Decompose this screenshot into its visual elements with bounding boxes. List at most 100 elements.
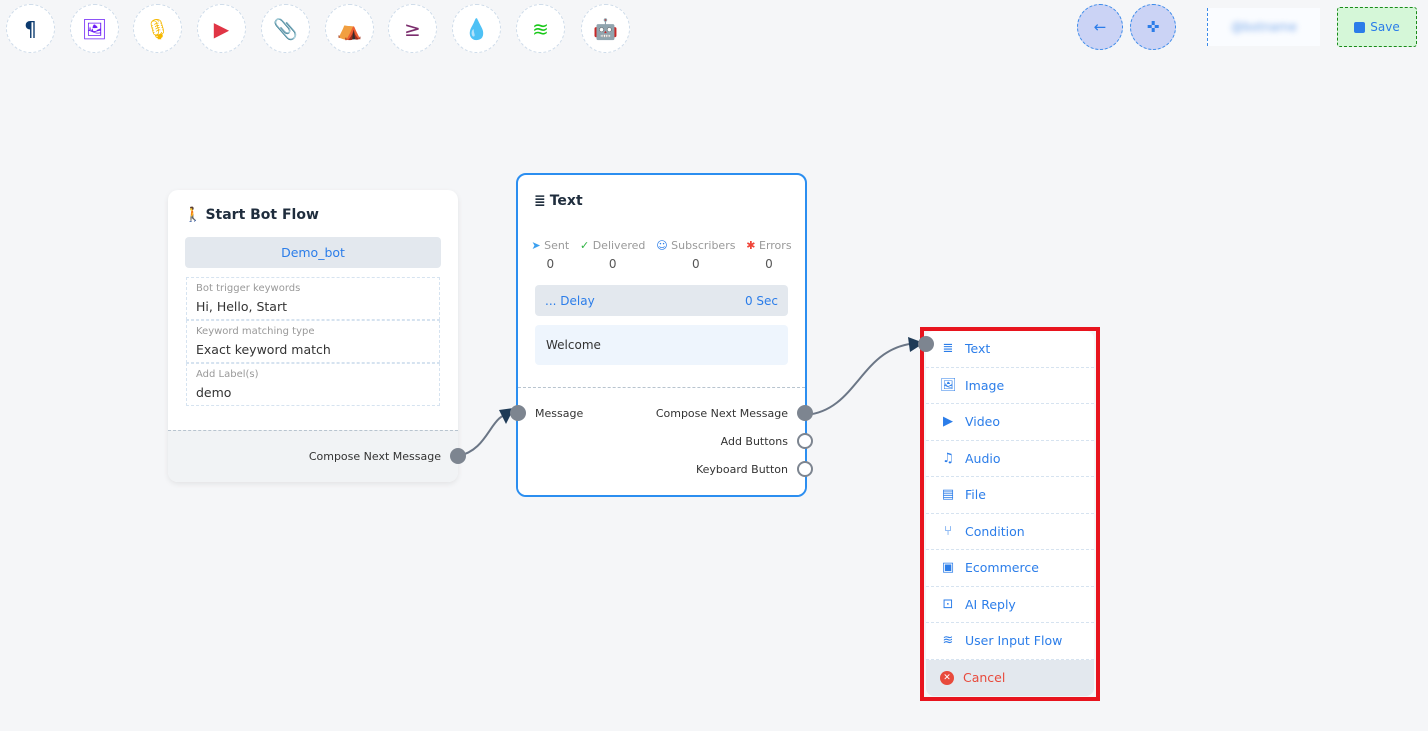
field-value: Exact keyword match — [196, 342, 331, 357]
menu-item-user-input-flow[interactable]: ≋ User Input Flow — [926, 623, 1094, 660]
stack-icon: ≋ — [532, 16, 549, 41]
menu-item-label: AI Reply — [965, 596, 1016, 612]
start-bot-flow-node[interactable]: 🚶 Start Bot Flow Demo_bot Bot trigger key… — [168, 190, 466, 482]
audio-icon: ♫ — [942, 450, 954, 466]
ecommerce-icon: ▣ — [941, 560, 955, 576]
menu-item-label: Text — [965, 341, 991, 357]
fit-view-button[interactable]: ✜ — [1130, 4, 1176, 50]
stat-value: 0 — [692, 257, 700, 271]
user-input-flow-icon: ≋ — [942, 633, 954, 649]
output-port[interactable] — [450, 448, 466, 464]
field-label: Keyword matching type — [196, 326, 315, 337]
compress-icon: ✜ — [1146, 18, 1160, 36]
menu-input-port[interactable] — [918, 336, 934, 352]
bot-name-text: @botname — [1231, 20, 1297, 34]
output-label: Compose Next Message — [308, 450, 441, 463]
stat-value: 0 — [546, 257, 555, 271]
walking-icon: 🚶 — [184, 207, 202, 223]
node-title: 🚶 Start Bot Flow — [168, 190, 458, 237]
stat-label: Delivered — [592, 239, 646, 252]
message-preview[interactable]: Welcome — [535, 325, 788, 365]
input-port[interactable] — [510, 405, 526, 421]
youtube-icon: ▶ — [213, 16, 230, 41]
stat-errors: ✱ Errors 0 — [746, 239, 791, 271]
bot-name-badge: @botname — [1207, 8, 1320, 46]
connection-text-to-menu — [805, 342, 923, 416]
paperclip-icon: 📎 — [273, 16, 298, 41]
ai-reply-icon: ⊡ — [942, 596, 954, 612]
text-icon: ≣ — [942, 341, 954, 357]
stat-subscribers: ☺ Subscribers 0 — [656, 239, 735, 271]
menu-item-ecommerce[interactable]: ▣ Ecommerce — [926, 550, 1094, 587]
menu-item-image[interactable]: 🖼 Image — [926, 367, 1094, 404]
menu-item-label: Cancel — [963, 670, 1006, 686]
node-footer: Message Compose Next Message Add Buttons… — [510, 387, 813, 495]
toolbar-button-youtube[interactable]: ▶ — [197, 4, 246, 53]
toolbar-button-paperclip[interactable]: 📎 — [261, 4, 310, 53]
sent-icon: ➤ — [531, 239, 541, 252]
output-label: Keyboard Button — [695, 463, 788, 476]
menu-item-label: User Input Flow — [965, 633, 1063, 649]
toolbar-button-greater-equal[interactable]: ≥ — [388, 4, 437, 53]
node-title: ≣ Text — [518, 175, 805, 239]
trigger-keywords-field[interactable]: Bot trigger keywords Hi, Hello, Start — [186, 277, 440, 320]
stat-value: 0 — [765, 257, 773, 271]
menu-item-cancel[interactable]: ✕ Cancel — [926, 659, 1094, 696]
field-value: Hi, Hello, Start — [196, 299, 287, 314]
list-icon: ≣ — [534, 193, 546, 209]
paragraph-icon: ¶ — [24, 16, 37, 41]
delay-bar[interactable]: ... Delay 0 Sec — [535, 285, 788, 316]
menu-item-audio[interactable]: ♫ Audio — [926, 440, 1094, 477]
save-button[interactable]: Save — [1337, 7, 1417, 47]
stat-label: Subscribers — [671, 239, 736, 252]
menu-item-video[interactable]: ▶ Video — [926, 404, 1094, 441]
microphone-icon: 🎙 — [144, 16, 171, 41]
toolbar-button-paragraph[interactable]: ¶ — [6, 4, 55, 53]
toolbar-button-microphone[interactable]: 🎙 — [133, 4, 182, 53]
output-label: Add Buttons — [720, 435, 788, 448]
delay-value: 0 Sec — [744, 293, 778, 308]
menu-item-label: Condition — [965, 523, 1025, 539]
menu-item-label: File — [965, 487, 986, 503]
menu-item-text[interactable]: ≣ Text — [926, 331, 1094, 368]
toolbar-button-image[interactable]: 🖼 — [70, 4, 119, 53]
close-circle-icon: ✕ — [940, 670, 954, 685]
labels-field[interactable]: Add Label(s) demo — [186, 363, 440, 406]
menu-item-label: Ecommerce — [965, 560, 1039, 576]
menu-item-label: Audio — [965, 450, 1001, 466]
image-icon: 🖼 — [940, 377, 957, 393]
menu-item-label: Image — [965, 377, 1005, 393]
arrow-head — [908, 337, 924, 352]
add-node-menu: ≣ Text 🖼 Image ▶ Video ♫ Audio ▤ File ⑂ Condition ▣ E… — [920, 327, 1100, 701]
toolbar-button-store[interactable]: ⛺ — [325, 4, 374, 53]
video-icon: ▶ — [943, 414, 953, 430]
delay-label: ... Delay — [545, 293, 595, 308]
store-icon: ⛺ — [337, 16, 362, 41]
toolbar-button-robot[interactable]: 🤖 — [581, 4, 630, 53]
keyboard-button-port[interactable] — [797, 461, 813, 477]
menu-item-label: Video — [965, 414, 1001, 430]
menu-item-ai-reply[interactable]: ⊡ AI Reply — [926, 586, 1094, 623]
stat-value: 0 — [608, 257, 617, 271]
back-button[interactable]: ← — [1077, 4, 1123, 50]
node-title-text: Start Bot Flow — [205, 207, 319, 223]
bot-name[interactable]: Demo_bot — [185, 237, 441, 268]
text-node[interactable]: ≣ Text ➤ Sent 0 ✓ Delivered 0 ☺ Subscribers 0 ✱… — [510, 173, 813, 497]
toolbar-button-drop[interactable]: 💧 — [452, 4, 501, 53]
menu-item-file[interactable]: ▤ File — [926, 477, 1094, 514]
connection-start-to-text — [457, 412, 513, 457]
robot-icon: 🤖 — [593, 16, 618, 41]
field-value: demo — [196, 385, 232, 400]
toolbar-button-stack[interactable]: ≋ — [516, 4, 565, 53]
add-buttons-port[interactable] — [797, 433, 813, 449]
compose-next-port[interactable] — [797, 405, 813, 421]
stats-row: ➤ Sent 0 ✓ Delivered 0 ☺ Subscribers 0 ✱ Error… — [518, 239, 805, 271]
floppy-icon — [1354, 21, 1366, 33]
menu-item-condition[interactable]: ⑂ Condition — [926, 513, 1094, 550]
delivered-icon: ✓ — [579, 239, 590, 252]
node-title-text: Text — [549, 193, 583, 209]
matching-type-field[interactable]: Keyword matching type Exact keyword match — [186, 320, 440, 363]
field-label: Bot trigger keywords — [196, 283, 301, 294]
save-label: Save — [1370, 20, 1400, 34]
